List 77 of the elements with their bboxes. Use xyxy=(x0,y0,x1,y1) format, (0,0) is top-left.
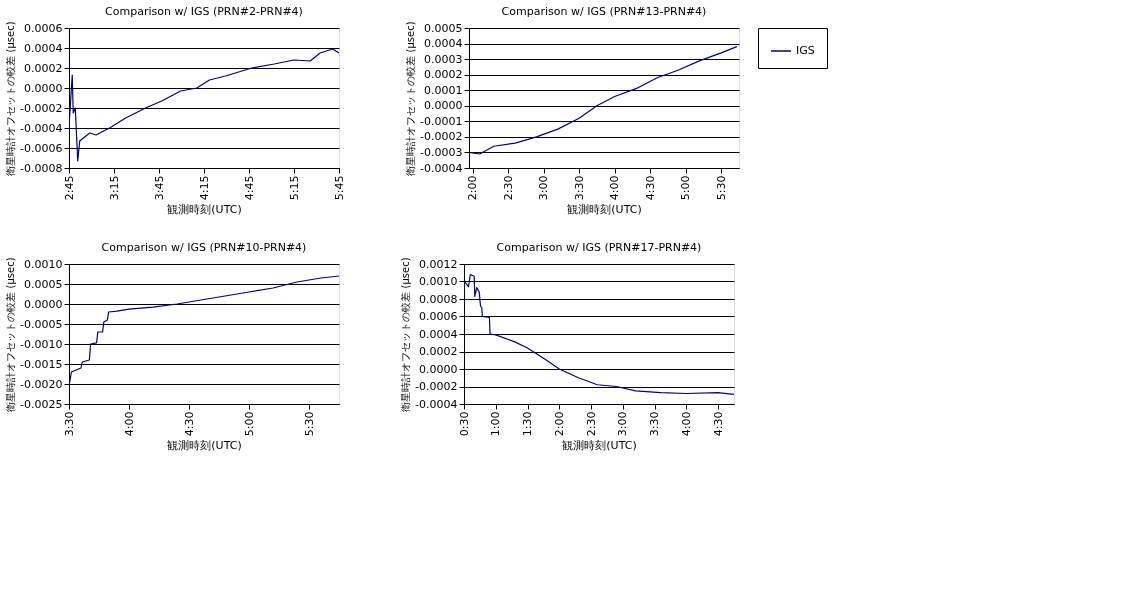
x-axis-title: 観測時刻(UTC) xyxy=(562,439,637,453)
chart-title: Comparison w/ IGS (PRN#17-PRN#4) xyxy=(496,240,702,254)
x-tick-label: 4:00 xyxy=(608,175,622,201)
x-tick-label: 2:00 xyxy=(552,411,566,437)
chart-title: Comparison w/ IGS (PRN#10-PRN#4) xyxy=(101,240,307,254)
y-tick-label: -0.0015 xyxy=(20,357,63,371)
y-tick-label: -0.0004 xyxy=(420,161,463,175)
x-tick-label: 5:45 xyxy=(332,175,346,201)
y-tick-label: -0.0003 xyxy=(420,145,463,159)
y-tick-label: -0.0004 xyxy=(415,397,458,411)
y-tick-label: -0.0025 xyxy=(20,397,63,411)
y-tick-label: 0.0000 xyxy=(424,99,463,113)
y-tick-label: -0.0002 xyxy=(415,380,458,393)
x-tick-label: 3:00 xyxy=(616,411,630,437)
y-tick-label: -0.0008 xyxy=(20,161,63,175)
y-tick-label: 0.0004 xyxy=(24,41,63,55)
y-tick-label: 0.0004 xyxy=(424,37,463,51)
x-tick-label: 3:45 xyxy=(152,175,166,201)
x-tick-label: 2:00 xyxy=(466,175,480,201)
x-tick-label: 3:15 xyxy=(107,175,121,201)
y-tick-label: 0.0002 xyxy=(24,61,63,75)
x-tick-label: 4:45 xyxy=(242,175,256,201)
y-tick-label: 0.0006 xyxy=(419,310,458,323)
y-tick-label: 0.0000 xyxy=(419,362,458,376)
y-tick-label: 0.0012 xyxy=(419,257,458,271)
x-tick-label: 5:30 xyxy=(302,411,316,437)
y-tick-label: -0.0020 xyxy=(20,377,63,391)
y-axis-title: 衛星時計オフセットの較差 (µsec) xyxy=(5,257,17,412)
y-tick-label: 0.0000 xyxy=(24,81,63,95)
x-tick-label: 5:00 xyxy=(242,411,256,437)
x-tick-label: 4:30 xyxy=(711,411,725,437)
legend-label: IGS xyxy=(796,44,815,57)
x-tick-label: 2:30 xyxy=(584,411,598,437)
y-tick-label: 0.0000 xyxy=(24,297,63,311)
y-tick-label: 0.0005 xyxy=(24,277,63,291)
x-tick-label: 4:30 xyxy=(182,411,196,437)
x-tick-label: 0:30 xyxy=(457,411,471,437)
y-tick-label: 0.0008 xyxy=(419,292,458,306)
x-tick-label: 3:30 xyxy=(648,411,662,437)
y-tick-label: 0.0002 xyxy=(424,68,463,82)
x-tick-label: 5:30 xyxy=(714,175,728,201)
x-tick-label: 5:15 xyxy=(287,175,301,201)
y-axis-title: 衛星時計オフセットの較差 (µsec) xyxy=(400,257,412,412)
y-tick-label: -0.0002 xyxy=(420,130,463,144)
y-tick-label: 0.0006 xyxy=(24,21,63,35)
x-tick-label: 3:00 xyxy=(537,175,551,201)
y-tick-label: 0.0003 xyxy=(424,52,463,66)
x-tick-label: 5:00 xyxy=(679,175,693,201)
x-tick-label: 1:00 xyxy=(489,411,503,437)
x-axis-title: 観測時刻(UTC) xyxy=(167,439,242,453)
y-tick-label: -0.0002 xyxy=(20,101,63,115)
chart-title: Comparison w/ IGS (PRN#2-PRN#4) xyxy=(105,4,303,18)
y-tick-label: 0.0002 xyxy=(419,345,458,358)
x-tick-label: 2:45 xyxy=(62,175,76,201)
y-tick-label: -0.0005 xyxy=(20,317,63,331)
y-axis-title: 衛星時計オフセットの較差 (µsec) xyxy=(5,21,17,176)
x-tick-label: 3:30 xyxy=(62,411,76,437)
y-tick-label: -0.0010 xyxy=(20,337,63,351)
x-tick-label: 4:00 xyxy=(679,411,693,437)
y-tick-label: 0.0010 xyxy=(24,257,63,271)
x-tick-label: 4:00 xyxy=(122,411,136,437)
x-axis-title: 観測時刻(UTC) xyxy=(167,203,242,217)
x-tick-label: 4:15 xyxy=(197,175,211,201)
x-tick-label: 2:30 xyxy=(501,175,515,201)
y-tick-label: 0.0001 xyxy=(424,83,463,97)
x-tick-label: 3:30 xyxy=(572,175,586,201)
x-tick-label: 1:30 xyxy=(521,411,535,437)
x-tick-label: 4:30 xyxy=(643,175,657,201)
y-tick-label: 0.0010 xyxy=(419,275,458,288)
y-tick-label: 0.0004 xyxy=(419,327,458,341)
y-tick-label: -0.0001 xyxy=(420,114,463,128)
y-axis-title: 衛星時計オフセットの較差 (µsec) xyxy=(405,21,417,176)
x-axis-title: 観測時刻(UTC) xyxy=(567,203,642,217)
y-tick-label: 0.0005 xyxy=(424,21,463,35)
y-tick-label: -0.0004 xyxy=(20,121,63,135)
y-tick-label: -0.0006 xyxy=(20,141,63,155)
chart-title: Comparison w/ IGS (PRN#13-PRN#4) xyxy=(501,4,707,18)
